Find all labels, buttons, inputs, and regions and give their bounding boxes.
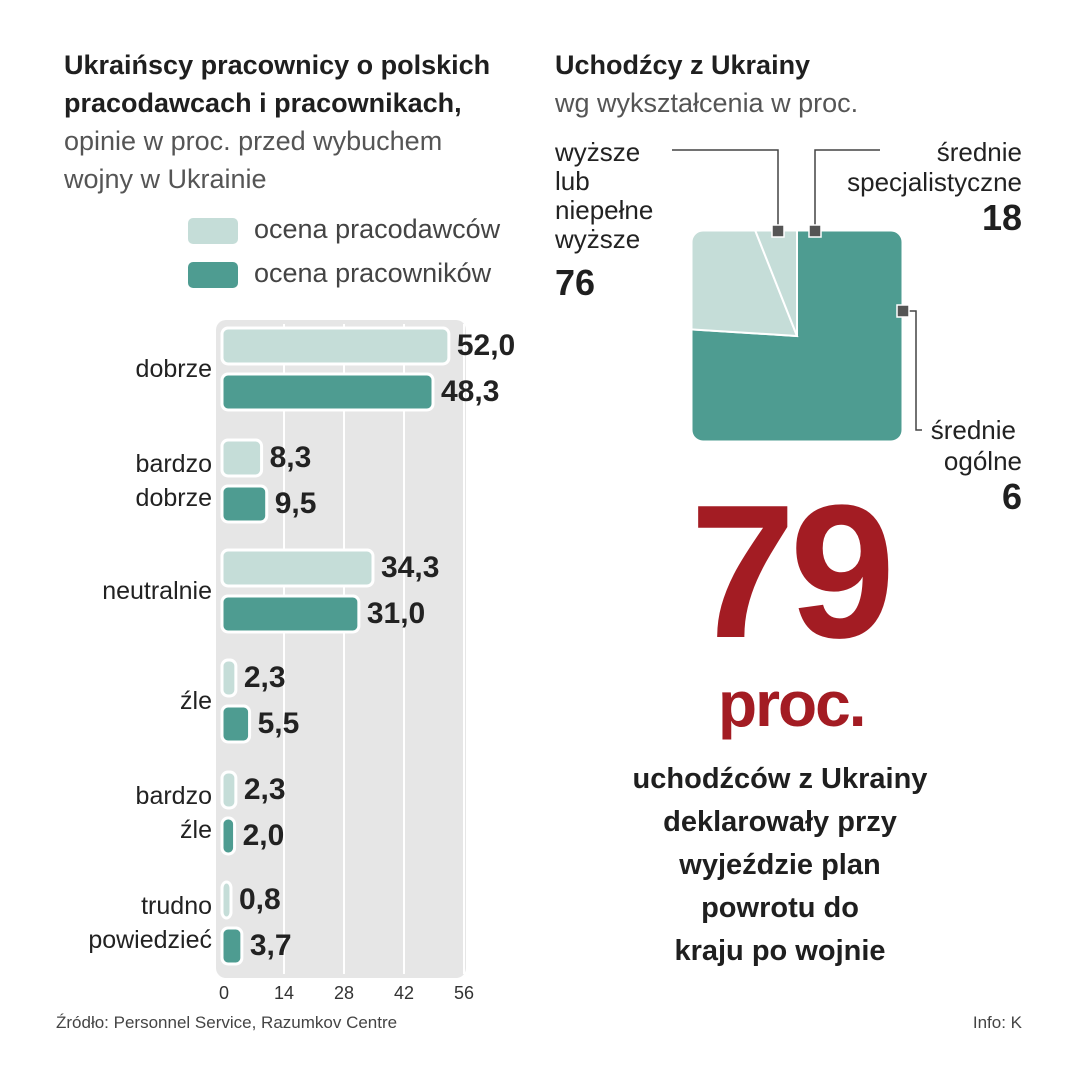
category-label: trudno — [141, 892, 212, 920]
bar-value-label: 9,5 — [274, 487, 317, 520]
bar-workers-3 — [220, 704, 252, 744]
leader-marker-0 — [771, 224, 785, 238]
category-label: powiedzieć — [88, 926, 212, 954]
pie-value-specialist: 18 — [981, 197, 1022, 238]
bar-value-label: 0,8 — [239, 883, 281, 916]
pie-value-higher: 76 — [555, 262, 596, 303]
category-label: bardzo — [135, 782, 212, 810]
bar-value-label: 3,7 — [249, 929, 292, 962]
bar-employers-0 — [220, 326, 451, 366]
highlight-text-line-2: deklarowały przy — [663, 806, 897, 838]
highlight-text-line-1: uchodźców z Ukrainy — [632, 763, 928, 795]
pie-label-specialist-1: średnie — [936, 137, 1022, 167]
bar-chart-title-line-2: pracodawcach i pracownikach, — [64, 88, 462, 118]
bar-workers-0 — [220, 372, 435, 412]
x-tick-label: 56 — [453, 983, 475, 1003]
leader-marker-1 — [808, 224, 822, 238]
x-tick-label: 14 — [273, 983, 295, 1003]
highlight-text-line-4: powrotu do — [701, 892, 859, 924]
leader-marker-2 — [896, 304, 910, 318]
category-label: neutralnie — [102, 577, 212, 605]
bar-workers-5 — [220, 926, 244, 966]
pie-label-general-1: średnie — [930, 415, 1016, 445]
x-tick-label: 0 — [218, 983, 230, 1003]
highlight-text-line-5: kraju po wojnie — [674, 935, 886, 967]
leader-line-higher — [672, 149, 779, 231]
bar-value-label: 5,5 — [257, 707, 300, 740]
legend-swatch-workers — [188, 262, 238, 288]
bar-value-label: 52,0 — [456, 329, 516, 362]
highlight-text-line-3: wyjeździe plan — [679, 849, 881, 881]
leader-line-general — [903, 310, 922, 431]
legend-label-employers: ocena pracodawców — [254, 214, 501, 244]
bar-value-label: 34,3 — [381, 551, 440, 584]
bar-value-label: 2,3 — [243, 773, 286, 806]
credit-note: Info: K — [972, 1013, 1022, 1032]
source-note: Źródło: Personnel Service, Razumkov Cent… — [56, 1013, 398, 1032]
bar-value-label: 31,0 — [366, 597, 426, 630]
bar-employers-4 — [220, 770, 238, 810]
bar-employers-2 — [220, 548, 375, 588]
category-label: dobrze — [135, 355, 212, 383]
bar-chart-title-line-1: Ukraińscy pracownicy o polskich — [64, 50, 491, 80]
pie-frame — [689, 228, 905, 444]
bar-employers-1 — [220, 438, 264, 478]
highlight-number: 79 — [690, 466, 895, 678]
bar-value-label: 2,3 — [243, 661, 286, 694]
pie-label-general-2: ogólne — [943, 446, 1022, 476]
bar-workers-1 — [220, 484, 269, 524]
bar-employers-5 — [220, 880, 233, 920]
pie-chart-title: Uchodźcy z Ukrainy — [555, 50, 811, 80]
bar-workers-4 — [220, 816, 237, 856]
bar-chart-subtitle-line-1: opinie w proc. przed wybuchem — [64, 126, 443, 156]
x-tick-label: 28 — [333, 983, 355, 1003]
pie-label-higher-2: lub — [555, 166, 590, 196]
x-tick-label: 42 — [393, 983, 415, 1003]
pie-slice-1 — [691, 230, 799, 338]
pie-slices — [691, 230, 903, 442]
bar-value-label: 48,3 — [441, 375, 500, 408]
bar-value-label: 8,3 — [269, 441, 312, 474]
category-label: źle — [180, 687, 212, 715]
pie-label-higher-1: wyższe — [555, 137, 641, 167]
pie-label-specialist-2: specjalistyczne — [847, 167, 1022, 197]
category-label: źle — [180, 816, 212, 844]
legend-label-workers: ocena pracowników — [254, 258, 492, 288]
leader-line-specialist — [814, 149, 880, 231]
highlight-unit: proc. — [718, 668, 866, 740]
bar-employers-3 — [220, 658, 238, 698]
pie-chart-subtitle: wg wykształcenia w proc. — [555, 88, 859, 118]
category-label: dobrze — [135, 484, 212, 512]
bar-chart-subtitle-line-2: wojny w Ukrainie — [64, 164, 267, 194]
pie-value-general: 6 — [1001, 476, 1022, 517]
pie-label-higher-4: wyższe — [555, 224, 641, 254]
legend-swatch-employers — [188, 218, 238, 244]
pie-slice-2 — [691, 230, 798, 337]
pie-label-higher-3: niepełne — [555, 195, 654, 225]
bar-value-label: 2,0 — [242, 819, 285, 852]
bar-workers-2 — [220, 594, 361, 634]
category-label: bardzo — [135, 450, 212, 478]
